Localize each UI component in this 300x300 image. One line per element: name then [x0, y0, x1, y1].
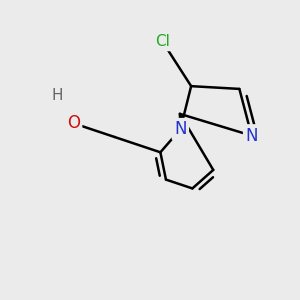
- Text: Cl: Cl: [155, 34, 170, 49]
- Text: N: N: [245, 127, 258, 145]
- Text: N: N: [174, 120, 187, 138]
- Text: O: O: [67, 114, 80, 132]
- Text: H: H: [52, 88, 63, 104]
